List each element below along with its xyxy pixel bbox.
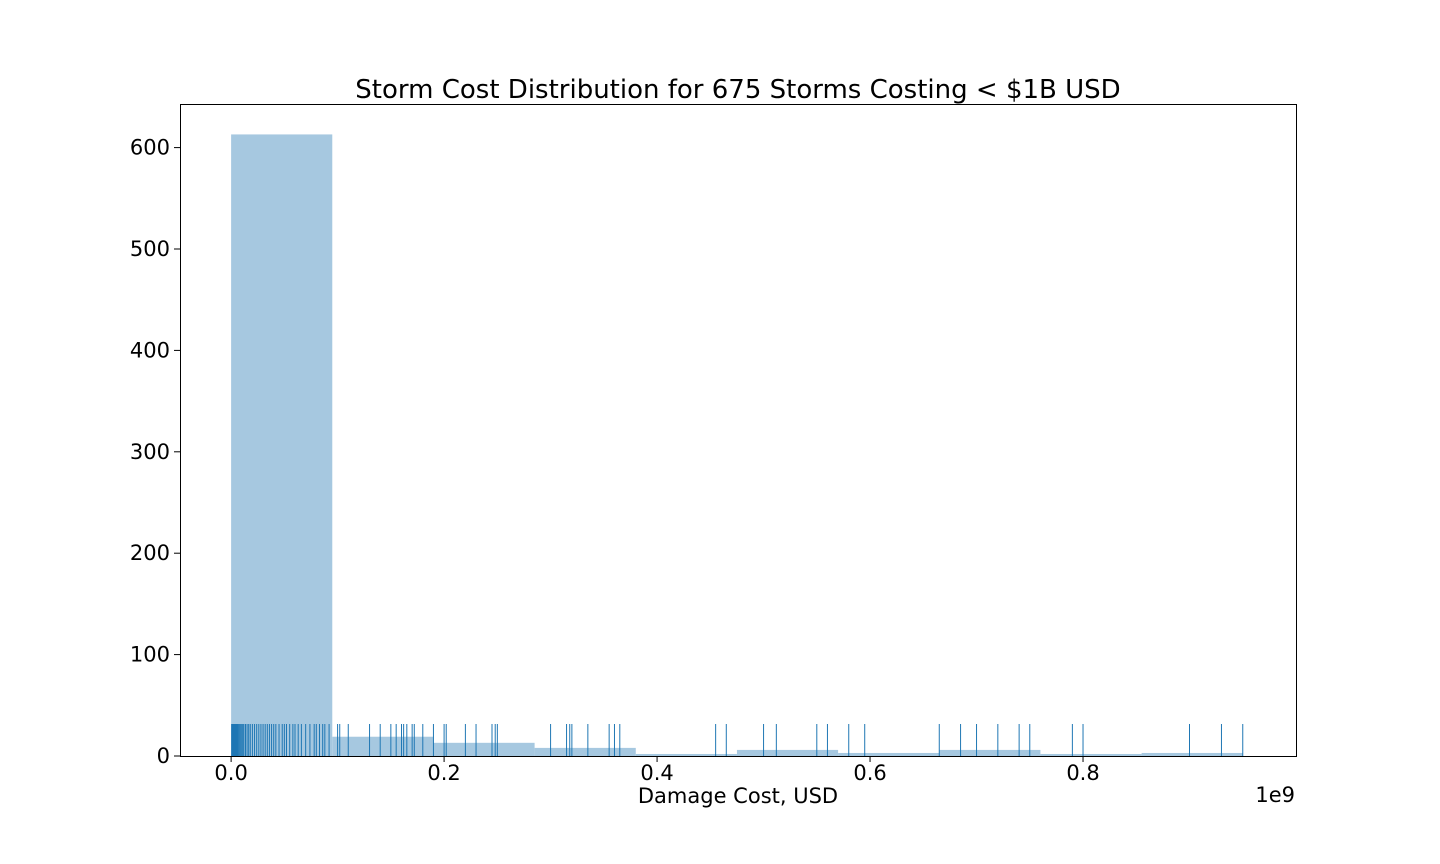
histogram-bar [838, 752, 940, 756]
histogram-bar [231, 134, 333, 756]
x-axis-label: Damage Cost, USD [638, 784, 838, 808]
histogram-bar [635, 753, 737, 756]
x-tick-label: 0.8 [1066, 761, 1099, 785]
histogram-bars [231, 134, 1243, 756]
y-tick-label: 300 [130, 440, 170, 464]
y-tick-label: 400 [130, 338, 170, 362]
histogram-bar [939, 749, 1041, 756]
x-tick-label: 0.4 [640, 761, 673, 785]
x-tick-label: 0.2 [427, 761, 460, 785]
histogram-bar [534, 747, 636, 756]
x-axis-ticks: 0.0 0.2 0.4 0.6 0.8 [214, 756, 1100, 785]
histogram-bar [736, 749, 839, 756]
y-tick-label: 200 [130, 541, 170, 565]
y-tick-label: 500 [130, 237, 170, 261]
y-tick-label: 0 [157, 744, 170, 768]
plot-area [180, 104, 1297, 757]
x-tick-label: 0.6 [853, 761, 886, 785]
histogram-bar [433, 742, 535, 756]
y-tick-label: 600 [130, 136, 170, 160]
x-tick-label: 0.0 [214, 761, 247, 785]
plot-frame [180, 104, 1297, 757]
histogram-bar [1040, 753, 1142, 756]
histogram-bar [332, 736, 434, 756]
y-tick-label: 100 [130, 643, 170, 667]
histogram-bar [1141, 752, 1243, 756]
x-axis-offset-text: 1e9 [1255, 783, 1295, 807]
y-axis-ticks: 0 100 200 300 400 500 600 [130, 136, 180, 768]
chart-title: Storm Cost Distribution for 675 Storms C… [355, 75, 1120, 105]
rug-marks [231, 724, 1244, 756]
